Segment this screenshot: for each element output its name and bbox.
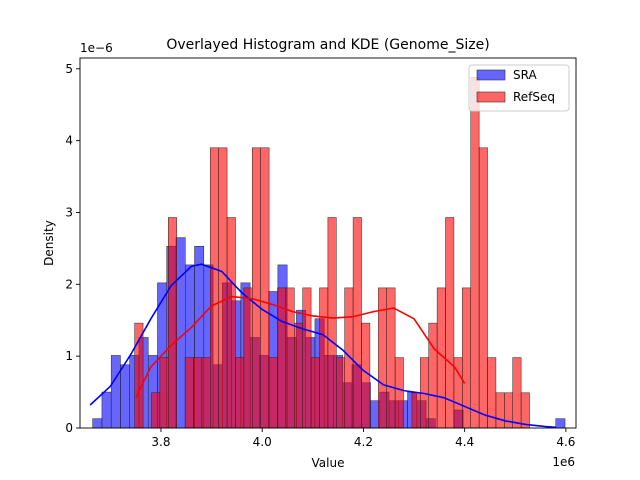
sra-kde-line bbox=[89, 263, 556, 429]
y-tick-label: 3 bbox=[65, 205, 73, 219]
y-tick-label: 2 bbox=[65, 277, 73, 291]
refseq-bar bbox=[193, 357, 203, 429]
refseq-bar bbox=[210, 147, 219, 429]
refseq-bar bbox=[428, 322, 438, 429]
chart-title: Overlayed Histogram and KDE (Genome_Size… bbox=[166, 37, 489, 53]
refseq-bar bbox=[252, 147, 261, 429]
sra-bar bbox=[120, 364, 130, 429]
plot-frame bbox=[79, 57, 577, 429]
sra-bar bbox=[110, 355, 121, 429]
refseq-bar bbox=[218, 147, 228, 429]
refseq-bar bbox=[394, 357, 404, 429]
sra-bar bbox=[101, 391, 112, 429]
refseq-bar bbox=[235, 357, 245, 429]
refseq-bar bbox=[336, 357, 345, 429]
refseq-bar bbox=[260, 147, 270, 429]
refseq-bar bbox=[512, 357, 522, 429]
legend-swatch-refseq bbox=[476, 91, 506, 103]
sra-bar bbox=[555, 418, 566, 429]
refseq-bar bbox=[151, 392, 161, 429]
legend-label-refseq: RefSeq bbox=[513, 90, 555, 104]
refseq-bar bbox=[361, 322, 371, 429]
x-tick-label: 4.4 bbox=[455, 435, 474, 449]
x-tick-label: 4.6 bbox=[556, 435, 575, 449]
y-axis-ticks: 0 1 2 3 4 5 bbox=[65, 62, 80, 435]
refseq-bar bbox=[268, 357, 278, 429]
refseq-bar bbox=[495, 392, 505, 429]
refseq-bar bbox=[327, 217, 337, 429]
y-tick-label: 4 bbox=[65, 134, 73, 148]
refseq-bar bbox=[159, 357, 169, 429]
refseq-bar bbox=[478, 147, 488, 429]
x-axis-offset-label: 1e6 bbox=[552, 455, 575, 469]
refseq-bar bbox=[352, 217, 362, 429]
refseq-bar bbox=[520, 392, 530, 429]
y-tick-label: 5 bbox=[65, 62, 73, 76]
x-axis-label: Value bbox=[312, 456, 345, 470]
sra-bar bbox=[175, 237, 186, 429]
refseq-bar bbox=[445, 217, 455, 429]
x-axis-ticks: 3.8 4.0 4.2 4.4 4.6 bbox=[151, 428, 575, 449]
refseq-bar bbox=[243, 287, 253, 429]
refseq-bar bbox=[168, 217, 177, 429]
refseq-kde-line bbox=[134, 295, 466, 399]
x-tick-label: 4.2 bbox=[354, 435, 373, 449]
refseq-bar bbox=[310, 357, 320, 429]
y-axis-label: Density bbox=[42, 220, 56, 266]
legend-label-sra: SRA bbox=[513, 68, 537, 82]
kde-lines bbox=[89, 263, 556, 429]
y-tick-label: 1 bbox=[65, 349, 73, 363]
x-tick-label: 3.8 bbox=[151, 435, 170, 449]
refseq-bar bbox=[319, 287, 329, 429]
sra-bar bbox=[92, 418, 103, 429]
refseq-bar bbox=[411, 392, 421, 429]
legend: SRA RefSeq bbox=[468, 64, 570, 112]
refseq-bar bbox=[201, 357, 211, 429]
refseq-bar bbox=[226, 217, 236, 429]
refseq-bar bbox=[470, 77, 480, 429]
y-tick-label: 0 bbox=[65, 421, 73, 435]
y-axis-offset-label: 1e−6 bbox=[80, 41, 113, 55]
refseq-bar bbox=[184, 357, 194, 429]
refseq-bar bbox=[294, 322, 303, 429]
refseq-bar bbox=[302, 287, 312, 429]
legend-swatch-sra bbox=[476, 69, 506, 81]
x-tick-label: 4.0 bbox=[253, 435, 272, 449]
